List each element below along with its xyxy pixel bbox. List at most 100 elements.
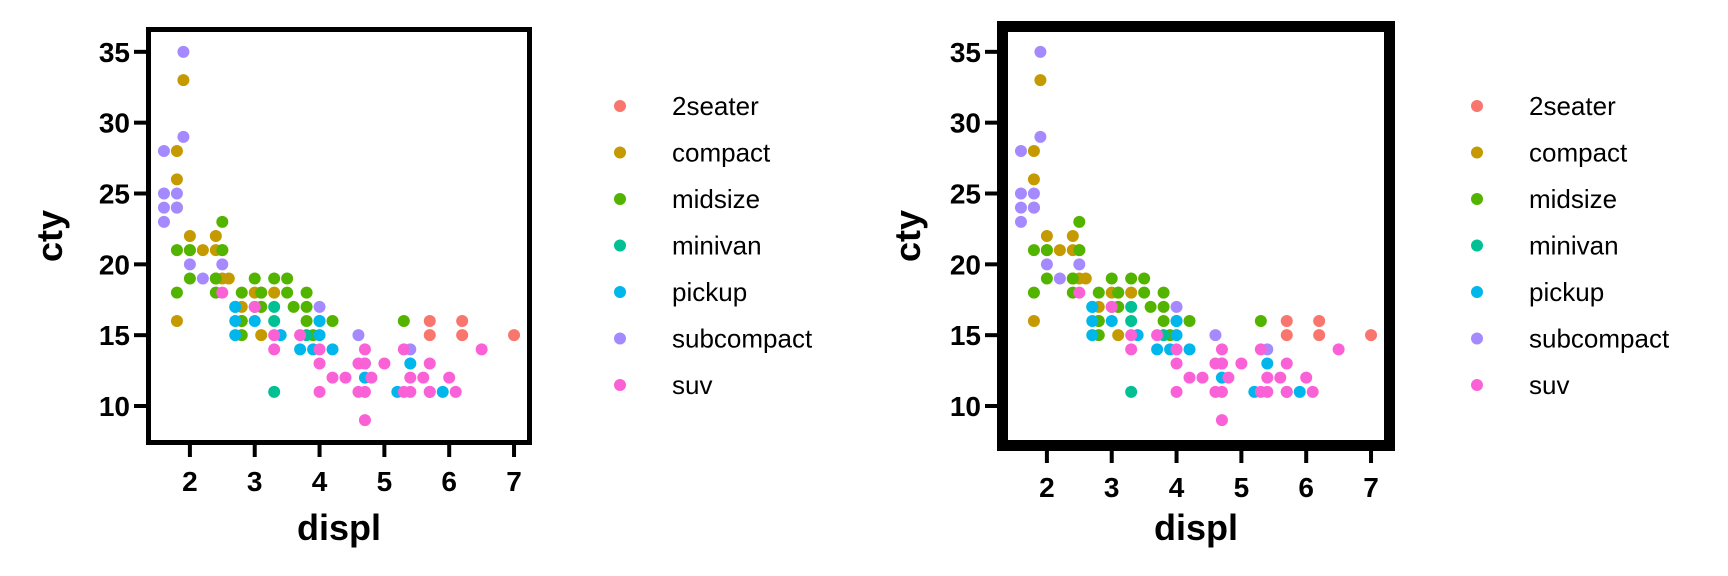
- data-point-suv: [1261, 371, 1274, 384]
- data-point-suv: [1196, 371, 1209, 384]
- data-point-subcompact: [177, 130, 190, 143]
- data-point-compact: [255, 329, 268, 342]
- data-point-suv: [1254, 343, 1267, 356]
- data-point-suv: [358, 385, 371, 398]
- data-point-subcompact: [216, 258, 229, 271]
- data-point-pickup: [1151, 343, 1164, 356]
- data-point-midsize: [235, 286, 248, 299]
- data-point-pickup: [1261, 357, 1274, 370]
- data-point-subcompact: [1027, 201, 1040, 214]
- data-point-midsize: [300, 286, 313, 299]
- data-point-suv: [1274, 371, 1287, 384]
- data-point-minivan: [268, 300, 281, 313]
- data-point-2seater: [1280, 315, 1293, 327]
- legend-label-suv: suv: [1529, 370, 1569, 400]
- data-point-suv: [378, 357, 391, 370]
- data-point-suv: [216, 286, 229, 299]
- data-point-midsize: [1092, 286, 1105, 299]
- data-point-subcompact: [183, 258, 196, 271]
- data-point-subcompact: [196, 272, 209, 285]
- legend-label-midsize: midsize: [1529, 184, 1617, 214]
- data-point-pickup: [313, 329, 326, 342]
- y-tick-label: 35: [99, 37, 130, 68]
- data-point-minivan: [268, 385, 281, 398]
- x-axis: 2 3 4 5 6 7: [182, 445, 522, 497]
- legend-label-minivan: minivan: [672, 231, 762, 261]
- data-point-2seater: [456, 329, 469, 342]
- data-point-compact: [170, 173, 183, 186]
- data-point-midsize: [248, 272, 261, 285]
- data-point-midsize: [300, 315, 313, 327]
- data-point-pickup: [1293, 385, 1306, 398]
- data-point-subcompact: [1014, 187, 1027, 200]
- legend-label-suv: suv: [672, 370, 712, 400]
- data-point-suv: [365, 371, 378, 384]
- data-point-minivan: [1125, 300, 1138, 313]
- data-point-midsize: [281, 272, 294, 285]
- data-point-midsize: [397, 315, 410, 327]
- legend-label-subcompact: subcompact: [672, 324, 813, 354]
- data-point-midsize: [216, 215, 229, 228]
- x-tick-label: 2: [1039, 472, 1055, 503]
- data-point-pickup: [1170, 315, 1183, 327]
- legend-label-2seater: 2seater: [1529, 91, 1616, 121]
- data-point-midsize: [183, 272, 196, 285]
- data-point-subcompact: [1014, 145, 1027, 157]
- legend-label-compact: compact: [1529, 138, 1628, 168]
- legend-key-midsize: [614, 193, 626, 205]
- data-point-suv: [313, 385, 326, 398]
- data-point-suv: [423, 357, 436, 370]
- data-points: [157, 45, 521, 427]
- y-tick-label: 15: [950, 320, 981, 351]
- y-axis-title: cty: [887, 210, 928, 262]
- legend: 2seater compact midsize minivan pickup subcom…: [614, 91, 813, 400]
- data-point-minivan: [268, 315, 281, 327]
- data-point-pickup: [229, 300, 242, 313]
- data-point-subcompact: [157, 201, 170, 214]
- data-point-compact: [1053, 244, 1066, 257]
- y-tick-label: 20: [950, 249, 981, 280]
- data-point-compact: [170, 315, 183, 327]
- data-point-compact: [1027, 145, 1040, 157]
- data-point-suv: [1215, 343, 1228, 356]
- data-point-suv: [1332, 343, 1345, 356]
- legend-key-suv: [614, 379, 626, 391]
- y-tick-label: 30: [99, 108, 130, 139]
- data-point-suv: [358, 343, 371, 356]
- data-point-subcompact: [313, 300, 326, 313]
- legend-key-2seater: [614, 100, 626, 112]
- data-point-midsize: [281, 286, 294, 299]
- data-point-subcompact: [1034, 130, 1047, 143]
- data-point-subcompact: [177, 45, 190, 58]
- data-point-suv: [326, 371, 339, 384]
- y-tick-label: 20: [99, 249, 130, 280]
- data-point-midsize: [170, 244, 183, 257]
- data-point-midsize: [1040, 244, 1053, 257]
- x-axis-title: displ: [297, 507, 381, 548]
- data-point-suv: [1280, 385, 1293, 398]
- data-point-suv: [294, 329, 307, 342]
- data-point-subcompact: [1040, 258, 1053, 271]
- data-point-pickup: [326, 343, 339, 356]
- data-point-compact: [1066, 230, 1079, 242]
- data-point-suv: [1073, 286, 1086, 299]
- data-point-suv: [1300, 371, 1313, 384]
- data-point-midsize: [183, 244, 196, 257]
- y-tick-label: 25: [99, 179, 130, 210]
- data-point-compact: [196, 244, 209, 257]
- data-point-pickup: [294, 343, 307, 356]
- legend-label-subcompact: subcompact: [1529, 324, 1670, 354]
- y-tick-label: 10: [99, 391, 130, 422]
- data-point-subcompact: [1034, 45, 1047, 58]
- data-point-compact: [1034, 74, 1047, 87]
- data-point-suv: [1170, 385, 1183, 398]
- data-point-compact: [170, 145, 183, 157]
- data-point-subcompact: [170, 201, 183, 214]
- legend-key-compact: [1471, 146, 1483, 159]
- data-point-subcompact: [1014, 215, 1027, 228]
- data-point-pickup: [1086, 329, 1099, 342]
- data-point-compact: [209, 230, 222, 242]
- data-point-midsize: [326, 315, 339, 327]
- legend-label-minivan: minivan: [1529, 231, 1619, 261]
